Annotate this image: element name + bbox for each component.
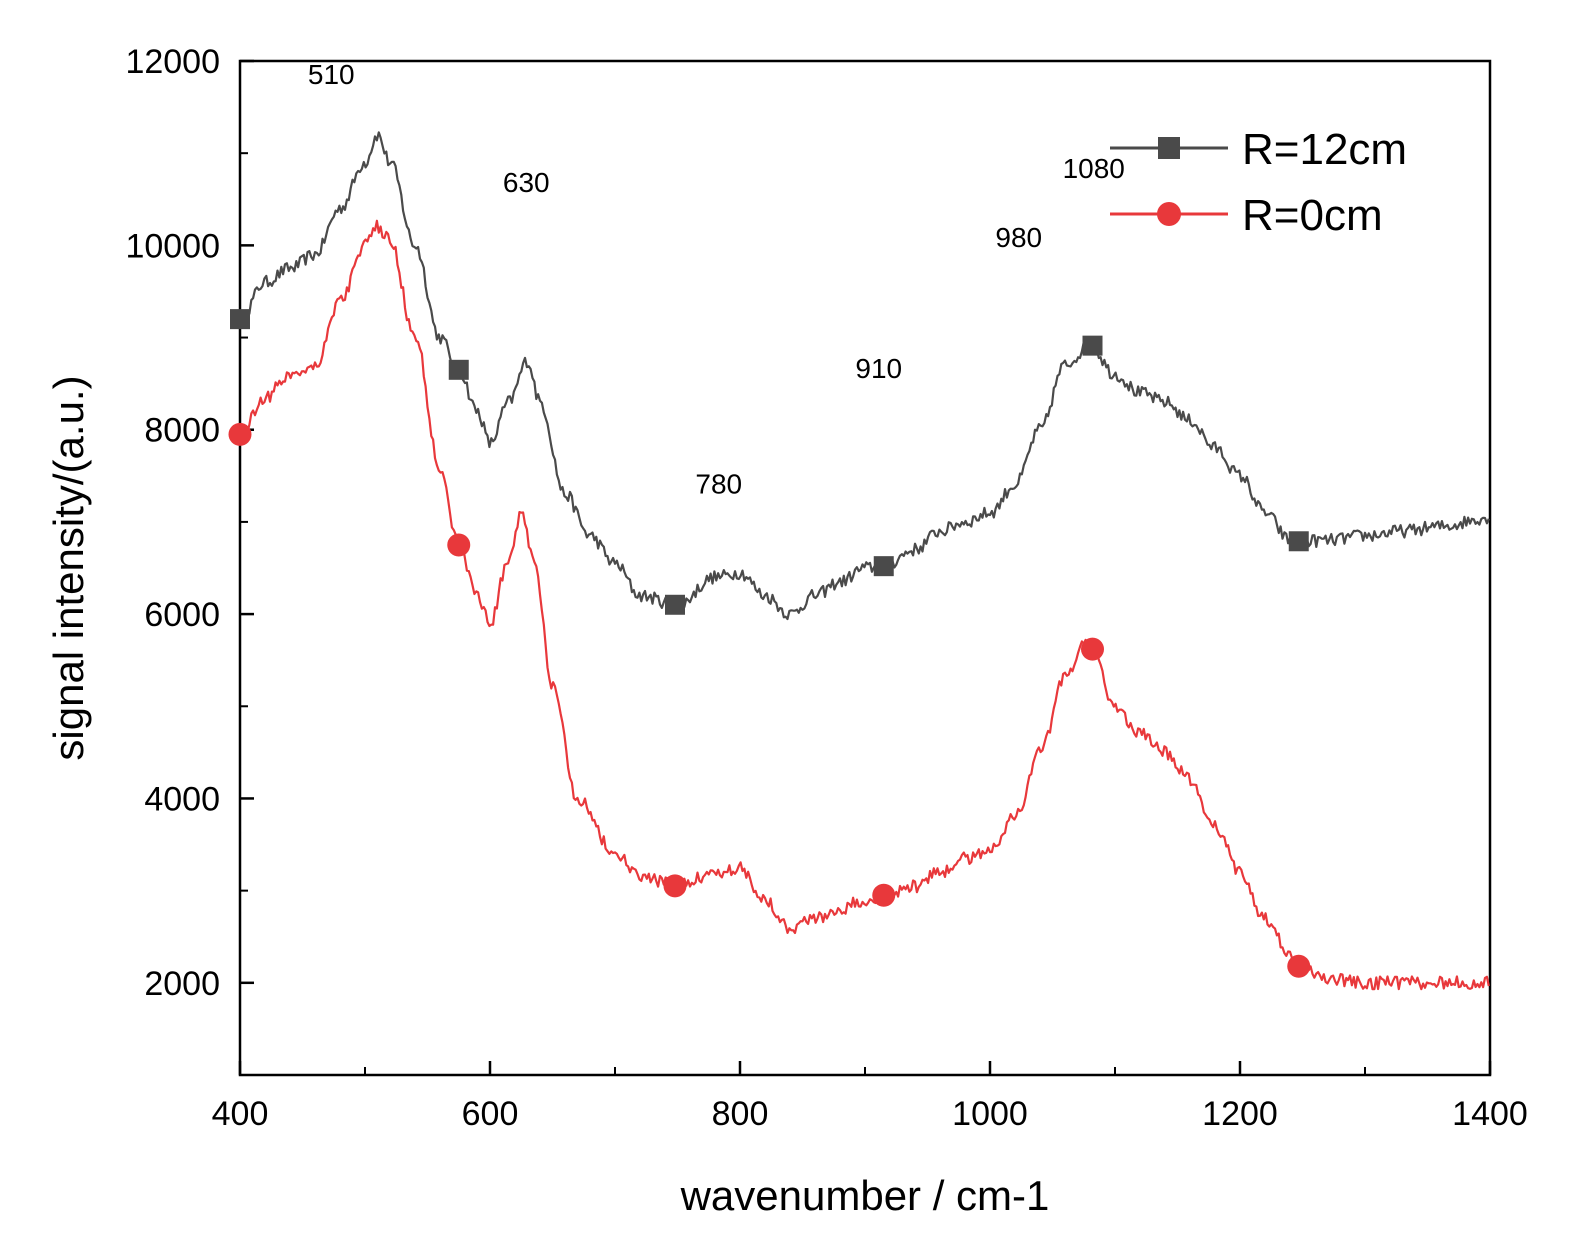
marker-circle xyxy=(663,874,687,898)
marker-circle xyxy=(872,883,896,907)
y-tick-label: 6000 xyxy=(144,596,220,634)
series-line-r0cm xyxy=(239,219,1490,991)
y-tick-label: 10000 xyxy=(125,227,220,265)
marker-square xyxy=(230,309,250,330)
y-tick-label: 8000 xyxy=(144,412,220,450)
peak-label: 1080 xyxy=(1063,153,1125,184)
marker-square xyxy=(1288,531,1309,552)
peak-label: 510 xyxy=(308,59,355,90)
series-line-r12cm xyxy=(238,131,1490,621)
marker-circle xyxy=(447,533,471,557)
legend-marker-circle xyxy=(1157,202,1181,226)
marker-square xyxy=(448,359,469,380)
marker-circle xyxy=(228,422,252,446)
y-tick-label: 4000 xyxy=(144,780,220,818)
y-axis-title: signal intensity/(a.u.) xyxy=(45,375,92,760)
peak-annotations: 510 630 780 910 980 1080 xyxy=(308,59,1125,499)
marker-square xyxy=(873,556,894,577)
marker-circle xyxy=(1081,637,1104,661)
y-tick-label: 2000 xyxy=(144,965,220,1003)
x-tick-label: 1000 xyxy=(952,1095,1028,1133)
marker-square xyxy=(1082,335,1103,356)
x-tick-label: 1400 xyxy=(1452,1095,1528,1133)
legend-label: R=12cm xyxy=(1242,125,1407,174)
x-tick-label: 1200 xyxy=(1202,1095,1278,1133)
x-tick-label: 800 xyxy=(712,1095,769,1133)
peak-label: 780 xyxy=(695,468,742,499)
x-tick-label: 400 xyxy=(212,1095,269,1133)
marker-square xyxy=(665,594,685,615)
legend: R=12cm R=0cm xyxy=(1110,125,1407,240)
peak-label: 980 xyxy=(995,222,1042,253)
marker-circle xyxy=(1287,954,1311,978)
x-axis-ticks: 400 600 800 1000 1200 1400 xyxy=(212,1061,1528,1133)
x-axis-title: wavenumber / cm-1 xyxy=(680,1172,1050,1219)
y-tick-label: 12000 xyxy=(125,43,220,81)
y-axis-ticks: 2000 4000 6000 8000 10000 12000 xyxy=(125,43,254,1003)
peak-label: 910 xyxy=(855,353,902,384)
legend-marker-square xyxy=(1158,137,1180,159)
peak-label: 630 xyxy=(503,167,550,198)
x-tick-label: 600 xyxy=(462,1095,519,1133)
series-layer xyxy=(228,131,1490,991)
legend-label: R=0cm xyxy=(1242,191,1383,240)
